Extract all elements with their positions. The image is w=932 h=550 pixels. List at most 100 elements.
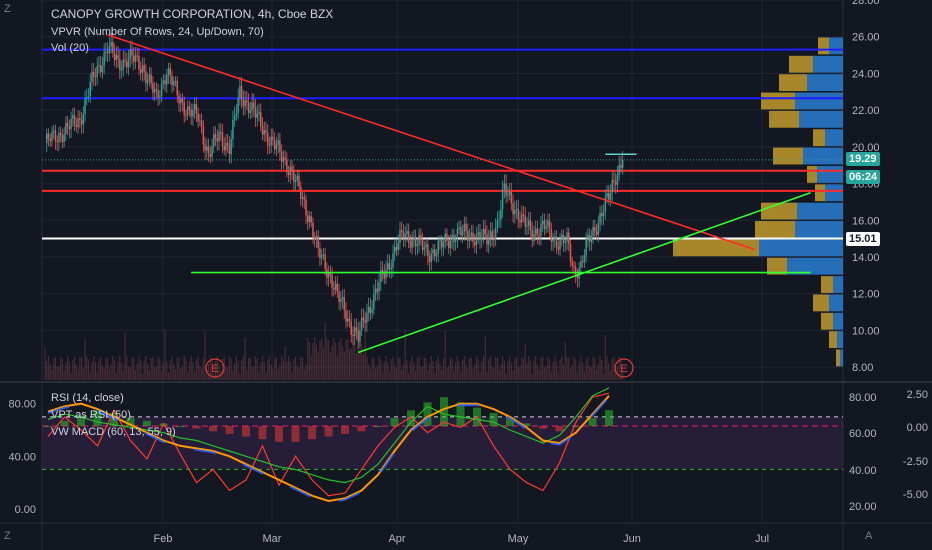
volume-bar [235,356,237,380]
candle-body [287,172,290,176]
candle-body [609,192,612,200]
volume-bar [489,356,492,380]
candle-body [510,192,513,204]
volume-profile-up [829,294,843,312]
volume-bar [540,358,542,380]
corner-right[interactable]: A [865,530,873,542]
candle-body [45,133,48,144]
candle-body [126,61,128,68]
volume-bar [604,334,606,380]
candle-body [392,253,394,268]
volume-bar [408,373,410,380]
volume-bar [301,357,304,380]
volume-bar [293,359,295,380]
candle-body [240,86,243,100]
volume-bar [542,357,544,380]
candle-body [68,126,71,130]
volume-bar [583,371,585,380]
volume-bar [528,356,530,380]
candle-body [223,145,225,151]
countdown-tag: 06:24 [846,170,881,184]
volume-bar [140,360,142,380]
candle-body [458,227,460,230]
osc-right-macd-tick-label: 0.00 [907,422,928,434]
candle-body [536,228,539,236]
volume-bar [282,359,284,380]
candle-body [340,299,342,302]
candle-body [258,112,260,114]
candle-body [614,181,617,185]
volume-bar [201,367,203,380]
candle-body [550,229,553,242]
osc-right-macd-tick-label: -5.00 [903,489,928,501]
volume-bar [58,366,60,380]
candle-body [416,244,419,247]
volume-label[interactable]: Vol (20) [51,42,89,54]
volume-bar [595,369,598,380]
volume-bar [173,364,175,380]
candle-body [49,138,51,142]
volume-bar [241,360,243,380]
macd-label[interactable]: VW MACD (60, 13, 55, 9) [51,426,176,438]
corner-left-top[interactable]: Z [4,3,11,15]
candle-body [378,282,380,292]
candle-body [397,242,399,251]
candle-body [387,263,389,270]
candle-body [87,96,90,98]
candle-body [113,52,116,61]
candle-body [336,283,339,292]
candle-body [202,127,205,145]
candle-body [275,144,278,150]
volume-bar [108,369,110,380]
vpvr-label[interactable]: VPVR (Number Of Rows, 24, Up/Down, 70) [51,26,264,38]
candle-body [51,131,53,142]
volume-bar [355,353,358,380]
candle-body [129,49,132,59]
candles [45,32,624,349]
volume-profile-up [833,276,843,293]
volume-bar [174,368,177,380]
candle-body [324,254,326,269]
candle-body [80,120,83,125]
candle-body [260,112,262,126]
candle-body [320,255,323,259]
volume-bar [474,364,476,380]
volume-bar [481,361,483,380]
volume-bar [348,349,351,380]
volume-profile-up [807,74,843,92]
volume-bar [493,367,495,380]
candle-body [347,318,349,322]
volume-bar [602,373,605,380]
volume-bar [185,359,187,380]
rsi-label[interactable]: RSI (14, close) [51,392,124,404]
candle-body [574,267,577,275]
candle-body [505,183,507,196]
earnings-marker-circle [614,358,634,378]
vpt-label[interactable]: VPT as RSI (50) [51,409,131,421]
price-tick-label: 28.00 [852,0,880,7]
volume-bar [388,371,391,380]
osc-right-rsi-tick-label: 20.00 [849,501,877,513]
volume-bar [100,356,102,380]
volume-bar [289,362,291,380]
candle-body [420,235,422,240]
price-tick-label: 14.00 [852,252,880,264]
candle-body [131,49,133,56]
volume-bar [237,360,239,380]
price-tick-label: 16.00 [852,215,880,227]
candle-body [402,231,405,239]
volume-bar [477,359,479,380]
candle-body [294,180,297,182]
volume-bar [86,356,88,380]
volume-profile-up [759,239,843,257]
macd-histogram-bar [522,423,531,427]
earnings-marker-label: E [211,363,218,375]
volume-bar [263,361,265,380]
volume-profile-down [761,202,797,220]
volume-bar [178,357,180,380]
corner-left-bottom[interactable]: Z [4,530,11,542]
candle-body [435,253,438,257]
candle-body [543,220,546,229]
